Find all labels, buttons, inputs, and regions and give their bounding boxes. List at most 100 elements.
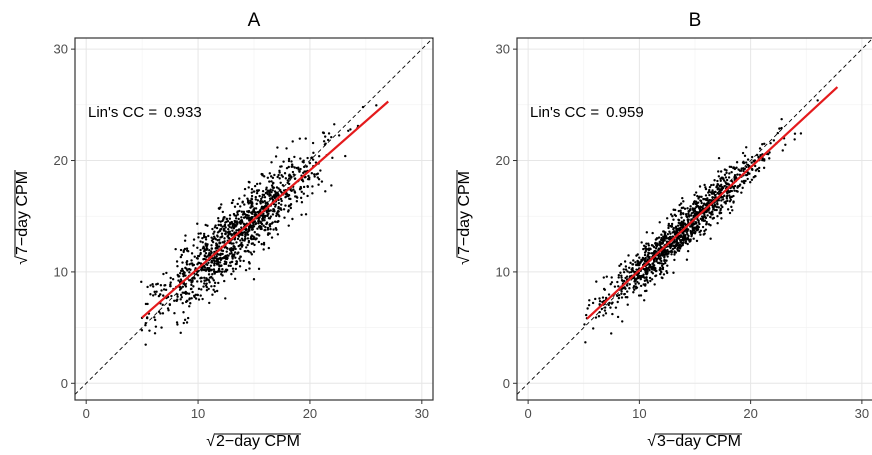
data-point — [201, 236, 204, 240]
data-point — [304, 137, 307, 140]
data-point — [258, 194, 261, 198]
x-tick-label: 20 — [303, 406, 317, 421]
data-point — [677, 209, 680, 213]
data-point — [179, 278, 183, 281]
data-point — [221, 252, 224, 256]
data-point — [691, 223, 695, 226]
data-point — [208, 281, 211, 284]
data-point — [238, 197, 241, 200]
data-point — [218, 242, 221, 245]
data-point — [236, 252, 239, 255]
data-point — [225, 220, 228, 224]
data-point — [200, 288, 203, 291]
data-point — [266, 228, 270, 231]
data-point — [224, 230, 227, 233]
data-point — [190, 281, 193, 284]
data-point — [725, 178, 729, 182]
data-point — [205, 285, 209, 289]
data-point — [647, 251, 650, 255]
data-point — [586, 307, 589, 310]
data-point — [651, 231, 654, 235]
data-point — [175, 260, 179, 263]
data-point — [307, 174, 310, 178]
data-point — [681, 232, 685, 235]
data-point — [674, 214, 678, 218]
data-point — [668, 230, 671, 233]
data-point — [251, 226, 255, 229]
data-point — [769, 142, 772, 145]
data-point — [654, 274, 658, 277]
data-point — [316, 176, 319, 179]
data-point — [197, 261, 200, 265]
data-point — [670, 224, 674, 228]
data-point — [191, 279, 194, 282]
data-point — [205, 244, 209, 247]
data-point — [203, 282, 206, 285]
data-point — [261, 173, 264, 176]
data-point — [618, 264, 621, 268]
data-point — [740, 191, 743, 194]
data-point — [712, 192, 715, 195]
data-point — [235, 260, 239, 264]
data-point — [719, 185, 722, 188]
data-point — [244, 250, 247, 253]
x-tick-label: 10 — [191, 406, 205, 421]
data-point — [676, 224, 680, 227]
data-point — [279, 165, 282, 168]
data-point — [238, 257, 241, 260]
data-point — [213, 262, 216, 265]
data-point — [733, 189, 736, 192]
data-point — [758, 147, 762, 150]
data-point — [617, 273, 621, 277]
data-point — [204, 252, 208, 255]
data-point — [617, 293, 621, 297]
data-point — [277, 187, 280, 190]
data-point — [692, 237, 695, 240]
data-point — [202, 268, 206, 272]
data-point — [673, 258, 676, 262]
y-tick-label: 10 — [54, 264, 68, 279]
data-point — [176, 265, 179, 268]
data-point — [642, 244, 646, 247]
data-point — [266, 214, 269, 218]
data-point — [204, 235, 208, 239]
data-point — [255, 191, 259, 195]
data-point — [626, 296, 629, 299]
data-point — [205, 248, 208, 252]
data-point — [687, 228, 690, 231]
data-point — [690, 232, 694, 236]
data-point — [642, 247, 645, 251]
data-point — [311, 192, 314, 195]
data-point — [169, 276, 172, 280]
data-point — [213, 284, 216, 288]
data-point — [289, 204, 292, 207]
data-point — [220, 270, 224, 274]
data-point — [161, 303, 164, 307]
data-point — [168, 303, 172, 307]
data-point — [245, 246, 248, 249]
data-point — [290, 189, 293, 193]
data-point — [189, 287, 193, 291]
data-point — [266, 202, 269, 206]
data-point — [280, 203, 283, 206]
data-point — [723, 194, 726, 197]
data-point — [201, 297, 204, 301]
data-point — [609, 282, 612, 286]
data-point — [210, 275, 213, 279]
data-point — [668, 238, 671, 241]
data-point — [181, 267, 184, 271]
data-point — [669, 246, 672, 250]
data-point — [626, 290, 629, 293]
data-point — [250, 198, 254, 201]
data-point — [375, 104, 378, 107]
data-point — [263, 200, 266, 203]
data-point — [660, 259, 663, 263]
data-point — [156, 282, 159, 286]
data-point — [322, 131, 325, 134]
data-point — [684, 241, 688, 245]
data-point — [728, 172, 731, 175]
data-point — [344, 154, 347, 158]
data-point — [249, 237, 252, 240]
data-point — [627, 254, 630, 257]
